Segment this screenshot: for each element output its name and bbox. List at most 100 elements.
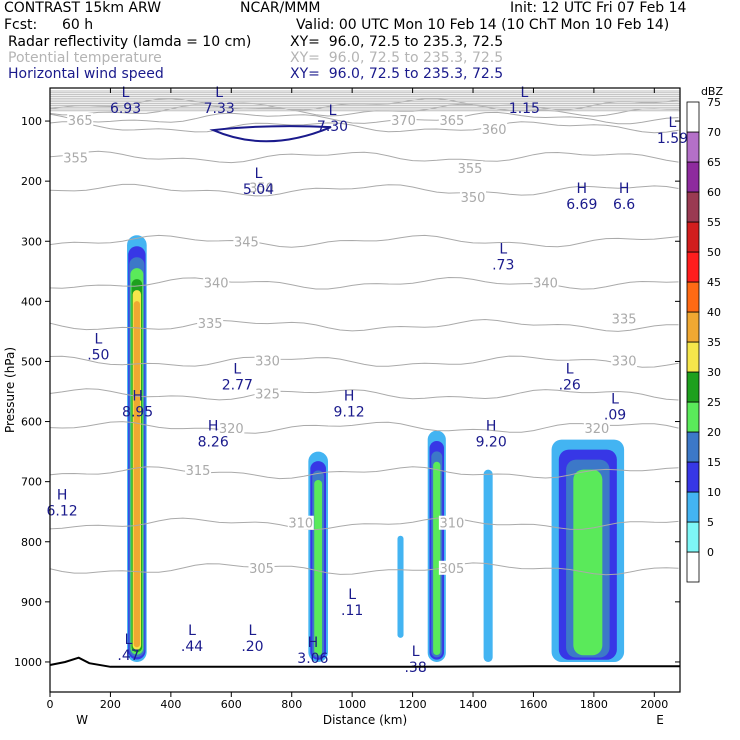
theta-label-bg-19 — [611, 353, 638, 368]
wind-high-marker: H — [344, 389, 355, 405]
colorbar-swatch-15 — [686, 101, 700, 133]
theta-label: 355 — [63, 151, 88, 166]
wind-low-marker: L — [233, 361, 241, 377]
reflectivity-cell-4-band-0 — [483, 469, 493, 662]
wind-value-label: .47 — [117, 648, 139, 664]
theta-contour-365 — [49, 111, 679, 125]
fcst-value: 60 h — [62, 17, 94, 33]
field-name-theta: Potential temperature — [8, 50, 162, 66]
colorbar-tick-label: 40 — [707, 306, 721, 319]
theta-contour-355 — [49, 150, 679, 164]
x-tick-label: 800 — [281, 698, 302, 711]
wind-low-marker: L — [255, 166, 263, 182]
x-tick-label: 1000 — [338, 698, 366, 711]
wind-high-marker: H — [577, 181, 588, 197]
wind-value-label: 8.26 — [198, 435, 229, 451]
x-tick-label: 400 — [160, 698, 181, 711]
terrain-line — [49, 656, 680, 668]
wind-value-label: .26 — [559, 377, 581, 393]
theta-contour-350 — [49, 183, 679, 197]
wind-low-marker: L — [499, 241, 507, 257]
theta-label-bg-0 — [67, 113, 94, 128]
theta-contour-335 — [49, 318, 679, 332]
wind-value-label: 6.93 — [110, 101, 141, 117]
wind-value-label: 1.59 — [657, 131, 688, 147]
wind-value-label: .50 — [87, 347, 109, 363]
colorbar-swatch-11 — [686, 221, 700, 253]
colorbar-tick-label: 75 — [707, 96, 721, 109]
x-tick-label: 200 — [100, 698, 121, 711]
field-xy-reflectivity: XY= 96.0, 72.5 to 235.3, 72.5 — [290, 34, 504, 50]
theta-contour-360 — [49, 121, 679, 134]
y-tick-label: 400 — [21, 295, 42, 308]
east-label: E — [656, 713, 664, 727]
field-name-reflectivity: Radar reflectivity (lamda = 10 cm) — [8, 34, 252, 50]
y-tick-label: 900 — [21, 596, 42, 609]
wind-low-marker: L — [215, 85, 223, 101]
wind-high-marker: H — [132, 389, 143, 405]
field-xy-theta: XY= 96.0, 72.5 to 235.3, 72.5 — [290, 50, 504, 66]
fcst-label: Fcst: — [4, 17, 38, 33]
x-tick-label: 1800 — [580, 698, 608, 711]
wind-value-label: .11 — [341, 603, 363, 619]
wind-value-label: 5.04 — [243, 182, 274, 198]
colorbar-unit: dBZ — [701, 85, 724, 98]
colorbar-tick-label: 30 — [707, 366, 721, 379]
theta-label: 370 — [391, 114, 416, 129]
colorbar-swatch-1 — [686, 521, 700, 553]
west-label: W — [76, 713, 88, 727]
reflectivity-cell-2-band-0 — [397, 535, 404, 638]
theta-label-bg-9 — [185, 462, 212, 477]
colorbar-swatch-2 — [686, 491, 700, 523]
theta-label-bg-21 — [438, 515, 465, 530]
theta-label-bg-15 — [457, 161, 483, 176]
theta-contour-320 — [49, 421, 679, 434]
y-tick-label: 700 — [21, 476, 42, 489]
theta-label: 365 — [68, 114, 93, 129]
theta-contour-345 — [49, 234, 679, 248]
org-label: NCAR/MMM — [240, 0, 321, 16]
chart-title: CONTRAST 15km ARW — [4, 0, 162, 16]
colorbar-tick-label: 50 — [707, 246, 721, 259]
wind-low-marker: L — [94, 331, 102, 347]
wind-low-marker: L — [412, 644, 420, 660]
theta-label: 340 — [533, 276, 558, 291]
theta-label-bg-12 — [390, 113, 417, 128]
theta-label: 335 — [198, 317, 223, 332]
theta-label-bg-3 — [233, 234, 260, 249]
colorbar-tick-label: 0 — [707, 546, 714, 559]
theta-label: 355 — [458, 162, 483, 177]
theta-label-bg-8 — [218, 420, 245, 435]
colorbar-tick-label: 5 — [707, 516, 714, 529]
field-name-wind: Horizontal wind speed — [8, 66, 164, 82]
theta-label-bg-18 — [611, 311, 638, 326]
x-tick-label: 1600 — [519, 698, 547, 711]
wind-high-marker: H — [619, 181, 630, 197]
wind-value-label: .38 — [404, 660, 426, 676]
wind-low-marker: L — [611, 392, 619, 408]
theta-label: 320 — [219, 422, 244, 437]
wind-low-marker: L — [122, 85, 130, 101]
theta-contour-325 — [49, 388, 679, 401]
init-time: Init: 12 UTC Fri 07 Feb 14 — [510, 0, 687, 16]
theta-label: 365 — [439, 114, 464, 129]
colorbar-swatch-10 — [686, 251, 700, 283]
theta-label: 350 — [249, 181, 274, 196]
theta-label: 330 — [612, 354, 637, 369]
wind-value-label: 6.12 — [47, 504, 78, 520]
theta-label-bg-20 — [583, 420, 610, 435]
theta-label: 330 — [255, 354, 280, 369]
theta-label-bg-13 — [438, 113, 465, 128]
reflectivity-cell-5-band-3 — [573, 469, 603, 656]
colorbar-tick-label: 45 — [707, 276, 721, 289]
colorbar-swatch-13 — [686, 161, 700, 193]
theta-contour-370 — [49, 103, 679, 117]
colorbar-tick-label: 15 — [707, 456, 721, 469]
y-tick-label: 300 — [21, 235, 42, 248]
x-tick-label: 600 — [221, 698, 242, 711]
wind-high-marker: H — [208, 419, 219, 435]
colorbar-swatch-3 — [686, 461, 700, 493]
theta-label: 350 — [461, 191, 486, 206]
wind-value-label: 1.15 — [509, 101, 540, 117]
